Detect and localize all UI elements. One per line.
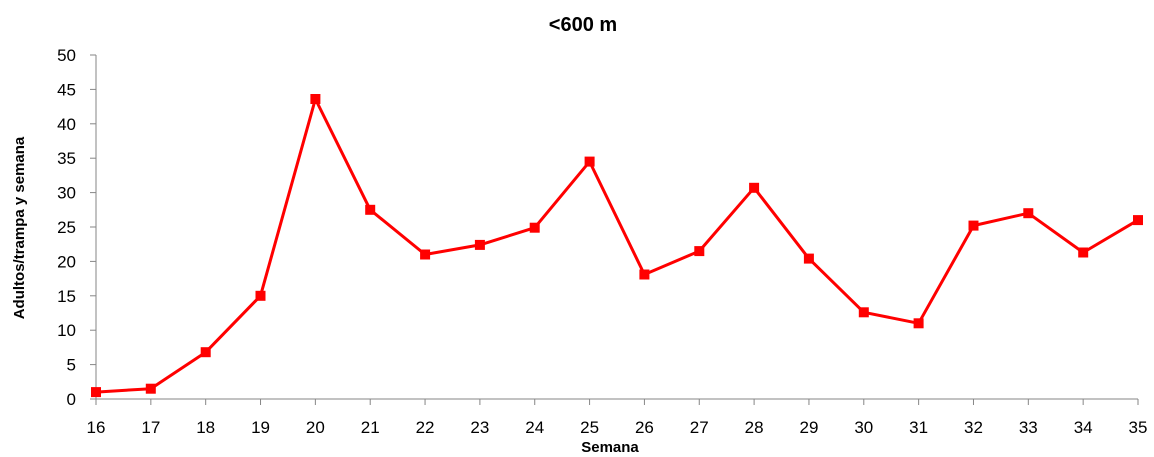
x-tick-label: 23 [470,418,489,437]
data-point-marker [913,318,924,329]
x-tick-label: 31 [909,418,928,437]
data-point-marker [803,253,814,264]
data-point-marker [1078,247,1089,258]
x-tick-label: 29 [799,418,818,437]
y-axis-title: Adultos/trampa y semana [11,136,28,319]
x-tick-label: 17 [141,418,160,437]
data-point-marker [310,94,321,104]
y-tick-label: 20 [57,252,76,271]
y-tick-label: 10 [57,321,76,340]
x-tick-label: 18 [196,418,215,437]
x-tick-label: 21 [361,418,380,437]
y-tick-label: 45 [57,80,76,99]
x-tick-label: 19 [251,418,270,437]
y-tick-label: 50 [57,46,76,65]
y-tick-label: 0 [67,390,76,409]
data-point-marker [420,249,431,260]
data-point-marker [858,307,869,318]
y-tick-label: 40 [57,115,76,134]
x-axis: 16 17 18 19 20 21 22 23 24 25 26 27 28 29 30 31 32 33 34 35 [87,398,1148,437]
y-tick-label: 5 [67,356,76,375]
chart-title: <600 m [549,14,617,36]
data-point-marker [200,347,211,358]
data-point-marker [639,269,650,280]
series-line [95,97,1139,394]
data-point-marker [749,182,760,193]
y-axis: 0 5 10 15 20 25 30 35 40 45 50 [57,46,97,409]
x-tick-label: 32 [964,418,983,437]
data-point-marker [474,239,485,250]
data-point-marker [91,387,101,398]
x-tick-label: 30 [854,418,873,437]
x-tick-label: 22 [416,418,435,437]
y-tick-label: 15 [57,287,76,306]
x-tick-label: 33 [1019,418,1038,437]
data-point-marker [255,290,266,301]
x-axis-title: Semana [581,439,639,456]
x-tick-label: 27 [690,418,709,437]
y-tick-label: 30 [57,184,76,203]
data-point-marker [1133,215,1143,226]
data-point-marker [529,222,540,233]
x-tick-label: 34 [1074,418,1093,437]
data-point-marker [694,246,705,257]
y-tick-label: 25 [57,218,76,237]
y-tick-label: 35 [57,149,76,168]
x-tick-label: 25 [580,418,599,437]
data-point-marker [1023,208,1034,219]
x-tick-label: 24 [525,418,544,437]
x-tick-label: 20 [306,418,325,437]
data-point-marker [968,220,979,231]
data-point-marker [584,156,595,167]
data-point-marker [145,383,156,394]
series-layer [91,94,1143,398]
x-tick-label: 16 [87,418,106,437]
x-tick-label: 28 [745,418,764,437]
x-tick-label: 26 [635,418,654,437]
data-point-marker [365,204,376,215]
x-tick-label: 35 [1129,418,1148,437]
